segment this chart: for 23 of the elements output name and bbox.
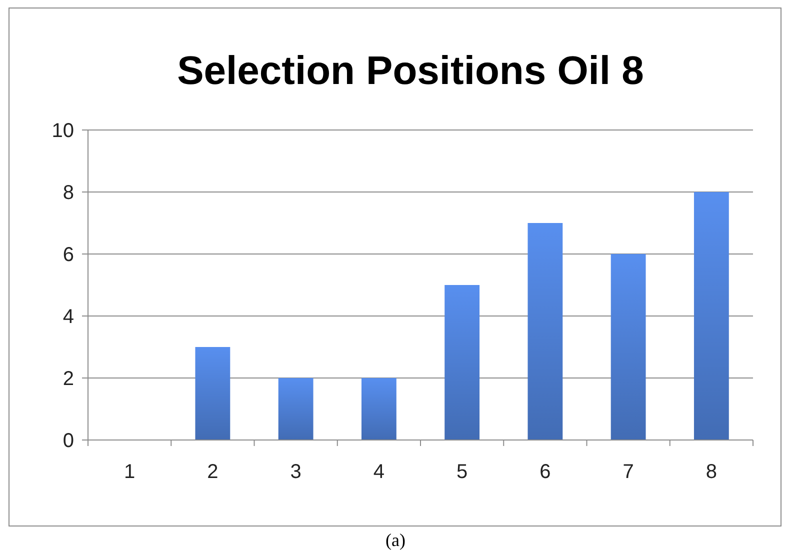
x-tick-label: 3 (290, 461, 302, 483)
x-tick-label: 2 (207, 461, 218, 483)
x-tick-label: 6 (540, 461, 551, 483)
text: (a) (386, 530, 406, 550)
bar (361, 378, 396, 440)
x-tick-label: 4 (373, 461, 384, 483)
bar (195, 347, 230, 440)
y-tick-label: 2 (62, 368, 74, 390)
y-tick-label: 8 (62, 182, 74, 204)
x-tick-label: 7 (622, 461, 634, 483)
chart-title: Selection Positions Oil 8 (177, 49, 644, 93)
bar (444, 285, 480, 440)
y-tick-label: 0 (62, 430, 74, 452)
y-tick-label: 4 (62, 306, 74, 328)
x-tick-label: 8 (706, 461, 717, 483)
y-tick-label: 6 (62, 244, 74, 266)
y-tick-label: 10 (52, 120, 74, 142)
bar (610, 254, 646, 440)
bar (694, 192, 729, 440)
bar (528, 223, 563, 440)
x-tick-label: 5 (456, 461, 468, 483)
bar (278, 378, 314, 440)
x-tick-label: 1 (124, 461, 136, 483)
